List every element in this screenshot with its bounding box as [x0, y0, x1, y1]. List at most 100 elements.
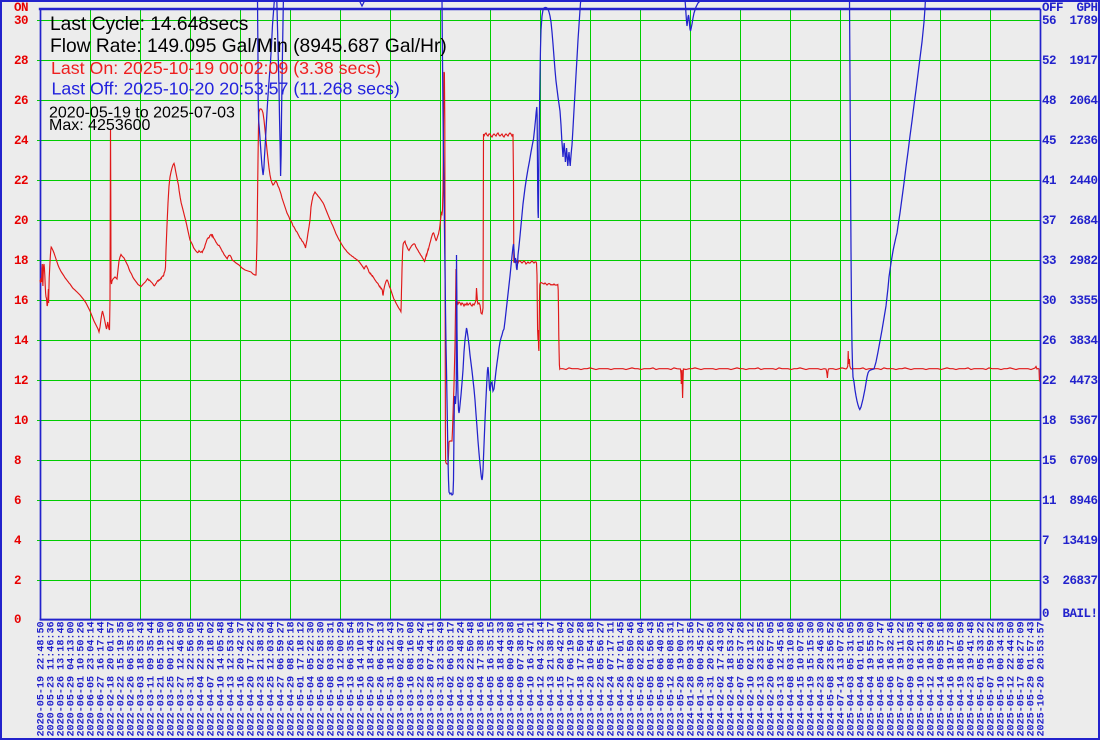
svg-text:2022-02-18 20:01:57: 2022-02-18 20:01:57	[107, 621, 118, 736]
svg-text:2023-04-18 17:50:28: 2023-04-18 17:50:28	[577, 621, 588, 736]
svg-text:2023-04-29 08:50:46: 2023-04-29 08:50:46	[627, 621, 638, 736]
svg-text:12: 12	[14, 374, 28, 388]
svg-text:2022-03-03 18:53:43: 2022-03-03 18:53:43	[137, 621, 148, 736]
svg-text:14: 14	[14, 334, 29, 348]
svg-text:2025-05-12 22:44:50: 2025-05-12 22:44:50	[1007, 621, 1018, 736]
svg-text:26: 26	[14, 94, 28, 108]
svg-text:2022-05-08 03:38:31: 2022-05-08 03:38:31	[327, 621, 338, 736]
svg-text:6709: 6709	[1069, 454, 1097, 468]
svg-text:OFF: OFF	[1042, 1, 1063, 15]
svg-text:3834: 3834	[1069, 334, 1098, 348]
svg-text:8946: 8946	[1069, 494, 1097, 508]
svg-text:2024-01-30 00:45:27: 2024-01-30 00:45:27	[697, 621, 708, 736]
svg-text:2022-05-16 14:10:53: 2022-05-16 14:10:53	[357, 621, 368, 736]
svg-text:2022-05-20 18:44:37: 2022-05-20 18:44:37	[367, 621, 378, 736]
svg-text:2025-04-07 19:11:22: 2025-04-07 19:11:22	[897, 621, 908, 736]
svg-text:2023-03-09 02:40:37: 2023-03-09 02:40:37	[397, 621, 408, 736]
svg-text:2024-04-08 03:10:08: 2024-04-08 03:10:08	[787, 621, 798, 736]
svg-text:2684: 2684	[1069, 214, 1098, 228]
svg-text:2020-05-29 04:13:00: 2020-05-29 04:13:00	[67, 621, 78, 736]
svg-text:26: 26	[1042, 334, 1056, 348]
svg-text:GPH: GPH	[1076, 1, 1097, 15]
svg-text:48: 48	[1042, 94, 1056, 108]
svg-text:2025-04-12 10:39:26: 2025-04-12 10:39:26	[927, 621, 938, 736]
svg-text:2064: 2064	[1069, 94, 1098, 108]
svg-text:Last On: 2025-10-19 00:02:09 (: Last On: 2025-10-19 00:02:09 (3.38 secs)	[51, 58, 381, 78]
svg-text:10: 10	[14, 414, 28, 428]
svg-text:2025-05-07 19:59:22: 2025-05-07 19:59:22	[987, 621, 998, 736]
svg-text:2022-04-23 21:38:32: 2022-04-23 21:38:32	[257, 621, 268, 736]
svg-text:2023-04-13 21:38:17: 2023-04-13 21:38:17	[547, 621, 558, 736]
svg-text:4473: 4473	[1069, 374, 1097, 388]
svg-text:2022-04-29 08:26:18: 2022-04-29 08:26:18	[287, 621, 298, 736]
svg-text:2025-04-10 16:21:24: 2025-04-10 16:21:24	[917, 621, 928, 736]
svg-text:2025-04-16 19:17:38: 2025-04-16 19:17:38	[947, 621, 958, 736]
svg-text:30: 30	[1042, 294, 1056, 308]
svg-text:2022-02-22 15:19:35: 2022-02-22 15:19:35	[117, 621, 128, 736]
svg-text:Flow Rate: 149.095 Gal/Min (89: Flow Rate: 149.095 Gal/Min (8945.687 Gal…	[50, 36, 447, 57]
svg-text:2022-04-04 22:39:45: 2022-04-04 22:39:45	[197, 621, 208, 736]
svg-text:18: 18	[14, 254, 28, 268]
svg-text:2024-01-31 20:26:26: 2024-01-31 20:26:26	[707, 621, 718, 736]
svg-text:13419: 13419	[1062, 534, 1097, 548]
svg-text:2023-04-26 17:01:45: 2023-04-26 17:01:45	[617, 621, 628, 736]
svg-text:2025-04-19 18:05:59: 2025-04-19 18:05:59	[957, 621, 968, 736]
svg-text:7: 7	[1042, 534, 1049, 548]
svg-text:2023-04-03 22:50:48: 2023-04-03 22:50:48	[467, 621, 478, 736]
svg-text:2022-04-07 22:18:02: 2022-04-07 22:18:02	[207, 621, 218, 736]
svg-text:2024-04-15 10:07:56: 2024-04-15 10:07:56	[797, 621, 808, 736]
svg-text:2023-05-20 19:00:17: 2023-05-20 19:00:17	[677, 621, 688, 736]
svg-text:2023-04-12 04:32:14: 2023-04-12 04:32:14	[537, 621, 548, 736]
svg-text:3: 3	[1042, 574, 1049, 588]
svg-text:2020-06-27 16:17:44: 2020-06-27 16:17:44	[97, 621, 108, 736]
svg-text:2020-05-23 11:46:36: 2020-05-23 11:46:36	[47, 621, 58, 736]
svg-text:2023-05-12 08:08:31: 2023-05-12 08:08:31	[667, 621, 678, 736]
svg-text:22: 22	[14, 174, 28, 188]
svg-text:2025-05-10 00:34:53: 2025-05-10 00:34:53	[997, 621, 1008, 736]
svg-text:Last Off: 2025-10-20 20:53:57: Last Off: 2025-10-20 20:53:57 (11.268 se…	[52, 79, 400, 99]
svg-text:2023-03-22 03:45:42: 2023-03-22 03:45:42	[417, 621, 428, 736]
svg-text:18: 18	[1042, 414, 1056, 428]
svg-text:11: 11	[1042, 494, 1056, 508]
svg-text:2982: 2982	[1069, 254, 1097, 268]
svg-text:2023-04-08 00:49:38: 2023-04-08 00:49:38	[507, 621, 518, 736]
svg-text:2022-05-26 06:52:13: 2022-05-26 06:52:13	[377, 621, 388, 736]
svg-text:20: 20	[14, 214, 28, 228]
svg-text:2023-04-09 07:38:01: 2023-04-09 07:38:01	[517, 621, 528, 736]
svg-text:2023-04-17 06:19:02: 2023-04-17 06:19:02	[567, 621, 578, 736]
svg-text:2022-03-25 00:12:10: 2022-03-25 00:12:10	[167, 621, 178, 736]
svg-text:2022-03-21 05:19:50: 2022-03-21 05:19:50	[157, 621, 168, 736]
svg-text:2023-04-20 10:54:18: 2023-04-20 10:54:18	[587, 621, 598, 736]
svg-text:2022-04-16 20:42:37: 2022-04-16 20:42:37	[237, 621, 248, 736]
svg-text:28: 28	[14, 54, 28, 68]
svg-text:2020-05-19 to 2025-07-03: 2020-05-19 to 2025-07-03	[49, 105, 235, 122]
svg-text:15: 15	[1042, 454, 1056, 468]
svg-text:2023-04-02 06:03:17: 2023-04-02 06:03:17	[447, 621, 458, 736]
svg-text:2025-05-17 08:27:09: 2025-05-17 08:27:09	[1017, 621, 1028, 736]
svg-text:2022-03-31 22:56:05: 2022-03-31 22:56:05	[187, 621, 198, 736]
svg-text:2020-06-05 23:04:14: 2020-06-05 23:04:14	[87, 621, 98, 736]
svg-text:2022-05-01 17:18:12: 2022-05-01 17:18:12	[297, 621, 308, 736]
svg-text:1789: 1789	[1069, 14, 1097, 28]
svg-text:2023-04-04 17:38:16: 2023-04-04 17:38:16	[477, 621, 488, 736]
svg-text:2025-05-01 05:33:22: 2025-05-01 05:33:22	[977, 621, 988, 736]
svg-text:26837: 26837	[1062, 574, 1097, 588]
svg-text:2020-05-19 22:48:50: 2020-05-19 22:48:50	[37, 621, 48, 736]
svg-text:2: 2	[14, 574, 21, 588]
svg-text:2022-05-13 06:35:54: 2022-05-13 06:35:54	[347, 621, 358, 736]
svg-text:2023-04-05 16:35:15: 2023-04-05 16:35:15	[487, 621, 498, 736]
svg-text:2025-10-20 20:53:57: 2025-10-20 20:53:57	[1037, 621, 1048, 736]
svg-text:4: 4	[14, 534, 22, 548]
svg-text:2023-04-06 18:44:33: 2023-04-06 18:44:33	[497, 621, 508, 736]
svg-text:2024-04-23 20:46:30: 2024-04-23 20:46:30	[817, 621, 828, 736]
svg-text:Last Cycle: 14.648secs: Last Cycle: 14.648secs	[50, 14, 248, 35]
svg-text:8: 8	[14, 454, 21, 468]
svg-text:2025-04-23 19:41:48: 2025-04-23 19:41:48	[967, 621, 978, 736]
svg-text:2023-04-02 23:48:24: 2023-04-02 23:48:24	[457, 621, 468, 736]
svg-text:0: 0	[1042, 607, 1049, 621]
svg-text:2024-03-13 12:45:16: 2024-03-13 12:45:16	[777, 621, 788, 736]
svg-text:2025-04-06 16:32:46: 2025-04-06 16:32:46	[887, 621, 898, 736]
svg-text:2024-02-13 23:52:25: 2024-02-13 23:52:25	[757, 621, 768, 736]
svg-text:Max: 4253600: Max: 4253600	[49, 117, 151, 134]
svg-text:BAIL!: BAIL!	[1062, 607, 1097, 621]
